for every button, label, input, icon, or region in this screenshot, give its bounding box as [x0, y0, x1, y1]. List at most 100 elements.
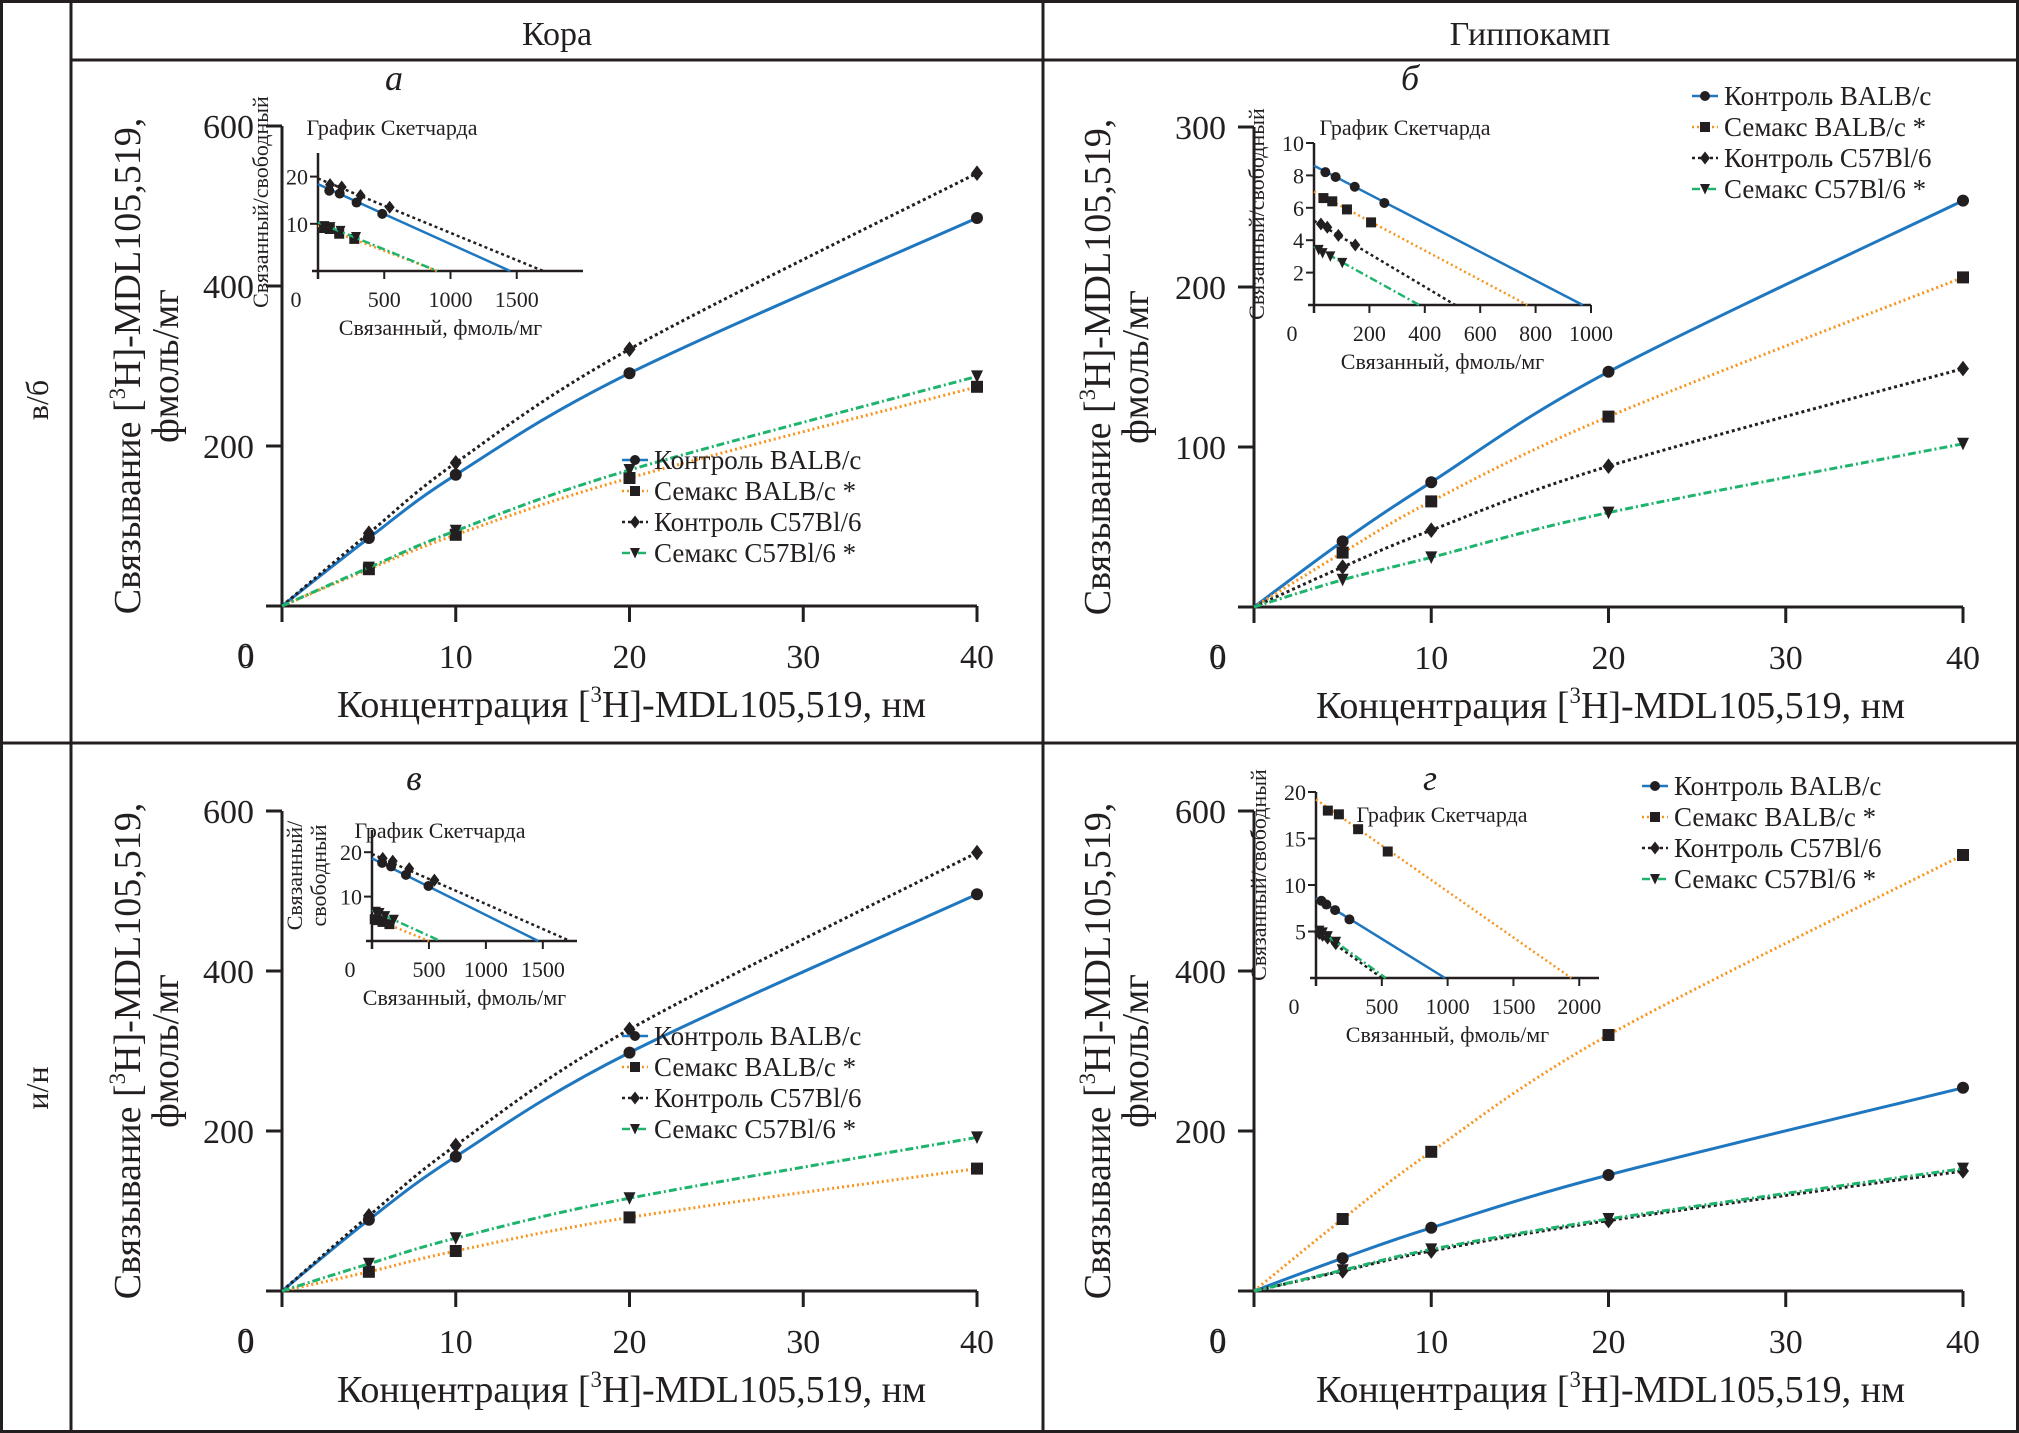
- inset-circle-marker: [423, 880, 434, 891]
- inset-y-tick-label: 4: [1293, 228, 1304, 253]
- triangle-marker: [971, 1131, 983, 1144]
- y-tick-label: 100: [1175, 430, 1226, 467]
- x-tick-label: 30: [786, 1324, 820, 1361]
- circle-marker: [1336, 535, 1349, 548]
- inset-triangle-marker: [335, 225, 346, 237]
- circle-marker: [1957, 194, 1969, 207]
- series-line: [1253, 1167, 1964, 1293]
- inset-square-marker: [334, 228, 345, 239]
- square-marker: [1602, 410, 1615, 423]
- x-axis-label: Концентрация [3H]-MDL105,519, нм: [1316, 1367, 1905, 1411]
- inset-circle-marker: [377, 208, 388, 219]
- scatchard-inset: График Скетчарда 0 200 400 600 800 1000 2 4 6 8 10 С…: [1244, 108, 1613, 374]
- inset-triangle-marker: [351, 232, 362, 243]
- triangle-marker: [449, 1232, 462, 1245]
- diamond-marker: [362, 525, 375, 541]
- inset-x-tick-label: 500: [368, 287, 401, 312]
- y-tick-label: 400: [203, 954, 254, 991]
- inset-diamond-marker: [336, 180, 347, 194]
- x-tick-label: 30: [1769, 1324, 1803, 1361]
- series-line: [281, 1167, 978, 1293]
- legend-circle-marker: [1650, 781, 1660, 791]
- legend-circle-marker: [1700, 91, 1710, 101]
- legend-label: Семакс BALB/c *: [1674, 802, 1876, 832]
- circle-marker: [449, 468, 462, 481]
- y-axis-label: Связывание [3H]-MDL105,519,фмоль/мг: [1075, 803, 1157, 1299]
- inset-regression-line: [371, 852, 571, 943]
- diamond-marker: [1602, 458, 1615, 474]
- inset-x-tick-label: 800: [1519, 321, 1552, 346]
- series-line: [1253, 1169, 1964, 1293]
- inset-circle-marker: [1379, 197, 1390, 208]
- inset-y-axis-label-text: Связанный/свободный: [1244, 108, 1269, 320]
- inset-y-tick-label: 15: [1284, 827, 1306, 852]
- circle-marker: [623, 367, 636, 380]
- y-tick-label: 300: [1175, 110, 1226, 147]
- panel-letter: а: [385, 58, 403, 98]
- diamond-marker: [1336, 559, 1349, 575]
- x-tick-label: 20: [1592, 640, 1626, 677]
- inset-x-tick-label: 200: [1353, 321, 1386, 346]
- inset-triangle-marker: [374, 908, 385, 919]
- inset-x-tick-label: 1500: [521, 957, 565, 982]
- diamond-marker: [362, 1208, 375, 1224]
- inset-diamond-marker: [429, 873, 440, 887]
- column-header-cortex: Кора: [522, 16, 592, 53]
- y-axis-label: Связывание [3H]-MDL105,519,фмоль/мг: [1075, 119, 1157, 615]
- inset-y-tick-label: 6: [1293, 196, 1304, 221]
- x-tick-label: 10: [1414, 1324, 1448, 1361]
- legend-square-marker: [630, 1062, 640, 1072]
- legend-label: Семакс C57Bl/6 *: [654, 1114, 856, 1144]
- triangle-marker: [1425, 1243, 1438, 1256]
- inset-x-axis-label: Связанный, фмоль/мг: [1341, 349, 1544, 374]
- inset-title: График Скетчарда: [306, 115, 477, 140]
- square-marker: [1336, 1213, 1349, 1225]
- legend-square-marker: [1650, 812, 1660, 822]
- inset-square-marker: [1322, 805, 1333, 816]
- square-marker: [1336, 546, 1349, 559]
- x-axis-label: Концентрация [3H]-MDL105,519, нм: [1316, 683, 1905, 727]
- inset-y-tick-label: 10: [1282, 131, 1304, 156]
- y-tick-label: 200: [1175, 270, 1226, 307]
- legend-label: Контроль C57Bl/6: [1724, 143, 1931, 173]
- inset-square-marker: [1382, 846, 1393, 857]
- inset-title: График Скетчарда: [354, 818, 525, 843]
- inset-diamond-marker: [355, 188, 366, 202]
- inset-x-tick-label: 1000: [429, 287, 473, 312]
- inset-square-marker: [1333, 809, 1344, 820]
- y-axis-label-line2: фмоль/мг: [1115, 974, 1157, 1128]
- inset-square-marker: [1341, 204, 1352, 215]
- inset-diamond-marker: [325, 178, 336, 192]
- diamond-marker: [623, 341, 636, 357]
- legend-triangle-marker: [1700, 184, 1710, 195]
- inset-triangle-marker: [1317, 927, 1328, 938]
- y-tick-label: 0: [237, 1322, 254, 1359]
- inset-x-tick-label: 1500: [495, 287, 539, 312]
- inset-y-axis-label-line2: свободный: [306, 824, 331, 926]
- y-tick-label: 200: [1175, 1114, 1226, 1151]
- inset-x-tick-label: 1000: [1426, 994, 1470, 1019]
- legend-label: Семакс C57Bl/6 *: [1724, 174, 1926, 204]
- y-axis-label: Связывание [3H]-MDL105,519,фмоль/мг: [105, 118, 187, 614]
- inset-y-tick-label: 10: [340, 885, 362, 910]
- legend-square-marker: [630, 486, 640, 496]
- inset-title: График Скетчарда: [1356, 802, 1527, 827]
- series-line: [1253, 442, 1964, 609]
- y-axis-label-line1: Связывание [3H]-MDL105,519,: [105, 118, 149, 614]
- circle-marker: [449, 1150, 462, 1163]
- inset-y-axis-label: Связанный/свободный: [248, 96, 273, 308]
- x-axis-label: Концентрация [3H]-MDL105,519, нм: [337, 1367, 926, 1411]
- legend-circle-marker: [630, 1031, 640, 1041]
- panel-letter: в: [406, 758, 422, 798]
- series-line: [281, 385, 978, 608]
- inset-x-tick-label: 1000: [464, 957, 508, 982]
- inset-square-marker: [377, 916, 388, 927]
- y-axis-label-line1: Связывание [3H]-MDL105,519,: [105, 803, 149, 1299]
- circle-marker: [1425, 476, 1438, 489]
- square-marker: [971, 1162, 983, 1175]
- circle-marker: [623, 1046, 636, 1059]
